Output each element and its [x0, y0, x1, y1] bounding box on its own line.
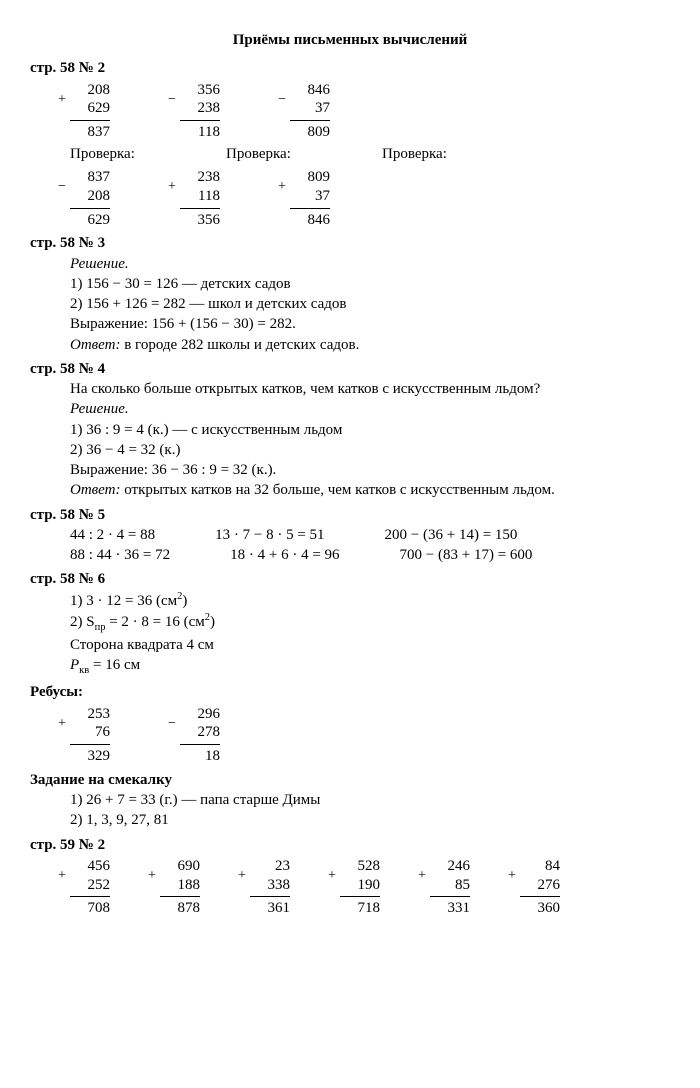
- text: 1) 26 + 7 = 33 (г.) — папа старше Димы: [70, 790, 660, 810]
- heading-58-3: стр. 58 № 3: [30, 233, 660, 253]
- column-calc: −837208629: [70, 168, 110, 229]
- column-calc: +238118356: [180, 168, 220, 229]
- column-calc: −29627818: [180, 705, 220, 766]
- proverka-label: Проверка:: [226, 144, 312, 164]
- column-calc: −84637809: [290, 81, 330, 142]
- text: 1) 36 : 9 = 4 (к.) — с искусственным льд…: [70, 420, 660, 440]
- proverka-labels: Проверка: Проверка: Проверка:: [70, 144, 660, 166]
- text: Pкв = 16 см: [70, 655, 660, 678]
- text: Выражение: 156 + (156 − 30) = 282.: [70, 314, 660, 334]
- column-calc: +23338361: [250, 857, 290, 918]
- text: 1) 3 · 12 = 36 (см2): [70, 590, 660, 611]
- text: Решение.: [70, 399, 660, 419]
- text: На сколько больше открытых катков, чем к…: [70, 379, 660, 399]
- text: Ответ: в городе 282 школы и детских садо…: [70, 335, 660, 355]
- proverka-label: Проверка:: [70, 144, 156, 164]
- text: 1) 156 − 30 = 126 — детских садов: [70, 274, 660, 294]
- text: Выражение: 36 − 36 : 9 = 32 (к.).: [70, 460, 660, 480]
- heading-smekalka: Задание на смекалку: [30, 770, 660, 790]
- column-calc: +528190718: [340, 857, 380, 918]
- column-calc: +84276360: [520, 857, 560, 918]
- text: 2) 1, 3, 9, 27, 81: [70, 810, 660, 830]
- heading-58-4: стр. 58 № 4: [30, 359, 660, 379]
- text: 2) 156 + 126 = 282 — школ и детских садо…: [70, 294, 660, 314]
- text: Ответ: открытых катков на 32 больше, чем…: [70, 480, 660, 500]
- calc-row-59-2: +456252708 +690188878 +23338361 +528190718 +…: [70, 857, 660, 918]
- column-calc: +80937846: [290, 168, 330, 229]
- column-calc: +24685331: [430, 857, 470, 918]
- text: Решение.: [70, 254, 660, 274]
- calc-row-rebus: +25376329 −29627818: [70, 705, 660, 766]
- page-title: Приёмы письменных вычислений: [40, 30, 660, 50]
- heading-58-2: стр. 58 № 2: [30, 58, 660, 78]
- text: Сторона квадрата 4 см: [70, 635, 660, 655]
- text: 2) Sпр = 2 · 8 = 16 (см2): [70, 611, 660, 635]
- column-calc: −356238118: [180, 81, 220, 142]
- heading-rebus: Ребусы:: [30, 682, 660, 702]
- equation-row: 44 : 2 · 4 = 8813 · 7 − 8 · 5 = 51200 − …: [70, 525, 660, 545]
- text: 2) 36 − 4 = 32 (к.): [70, 440, 660, 460]
- calc-row-1-check: −837208629 +238118356 +80937846: [70, 168, 660, 229]
- calc-row-1: +208629837 −356238118 −84637809: [70, 81, 660, 142]
- equation-row: 88 : 44 · 36 = 7218 · 4 + 6 · 4 = 96700 …: [70, 545, 660, 565]
- column-calc: +456252708: [70, 857, 110, 918]
- heading-59-2: стр. 59 № 2: [30, 835, 660, 855]
- heading-58-6: стр. 58 № 6: [30, 569, 660, 589]
- heading-58-5: стр. 58 № 5: [30, 505, 660, 525]
- column-calc: +208629837: [70, 81, 110, 142]
- column-calc: +25376329: [70, 705, 110, 766]
- column-calc: +690188878: [160, 857, 200, 918]
- proverka-label: Проверка:: [382, 144, 468, 164]
